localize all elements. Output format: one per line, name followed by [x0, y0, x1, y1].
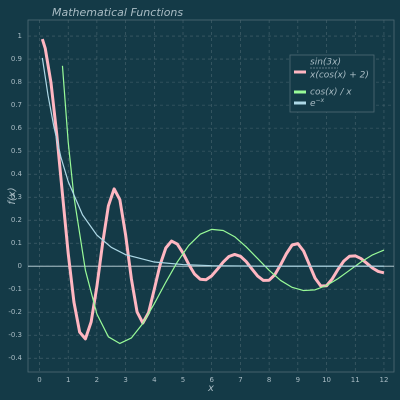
- y-tick-label: 0.5: [11, 147, 22, 155]
- chart-title: Mathematical Functions: [52, 6, 183, 19]
- series-line: [61, 65, 385, 345]
- y-tick-label: -0.2: [8, 308, 22, 316]
- x-tick-label: 5: [181, 376, 185, 384]
- y-tick-label: 0.8: [11, 78, 22, 86]
- y-tick-label: -0.4: [8, 354, 22, 362]
- legend-label: x(cos(x) + 2): [309, 71, 369, 81]
- x-tick-label: 7: [238, 376, 242, 384]
- series-line: [41, 57, 384, 267]
- y-tick-label: 0: [18, 262, 22, 270]
- legend-label: sin(3x): [310, 58, 341, 68]
- y-tick-label: 0.4: [11, 170, 23, 178]
- y-tick-label: 0.7: [11, 101, 22, 109]
- x-tick-label: 0: [37, 376, 41, 384]
- x-tick-label: 3: [123, 376, 127, 384]
- x-tick-label: 10: [322, 376, 331, 384]
- x-tick-label: 12: [379, 376, 388, 384]
- y-tick-label: 0.2: [11, 216, 22, 224]
- x-axis-label: x: [207, 383, 214, 394]
- legend-label: cos(x) / x: [310, 88, 352, 98]
- y-tick-label: -0.1: [8, 285, 22, 293]
- x-tick-label: 4: [152, 376, 157, 384]
- x-tick-label: 11: [351, 376, 360, 384]
- legend: sin(3x) x(cos(x) + 2) cos(x) / xe−x: [289, 54, 375, 113]
- x-tick-label: 9: [296, 376, 300, 384]
- legend-label-base: e: [310, 99, 316, 109]
- y-tick-label: 0.9: [11, 55, 22, 63]
- y-tick-label: 0.3: [11, 193, 22, 201]
- y-tick-label: 0.1: [11, 239, 22, 247]
- y-axis-label: f(x): [7, 187, 18, 204]
- x-tick-label: 8: [267, 376, 271, 384]
- y-tick-label: 0.6: [11, 124, 23, 132]
- legend-label: e−x: [310, 97, 325, 109]
- y-tick-label: 1: [18, 32, 22, 40]
- plot-frame: [27, 19, 395, 373]
- y-tick-label: -0.3: [8, 331, 22, 339]
- x-tick-label: 1: [66, 376, 70, 384]
- legend-label-sup: −x: [316, 97, 325, 104]
- x-tick-label: 6: [209, 376, 214, 384]
- x-tick-label: 2: [95, 376, 99, 384]
